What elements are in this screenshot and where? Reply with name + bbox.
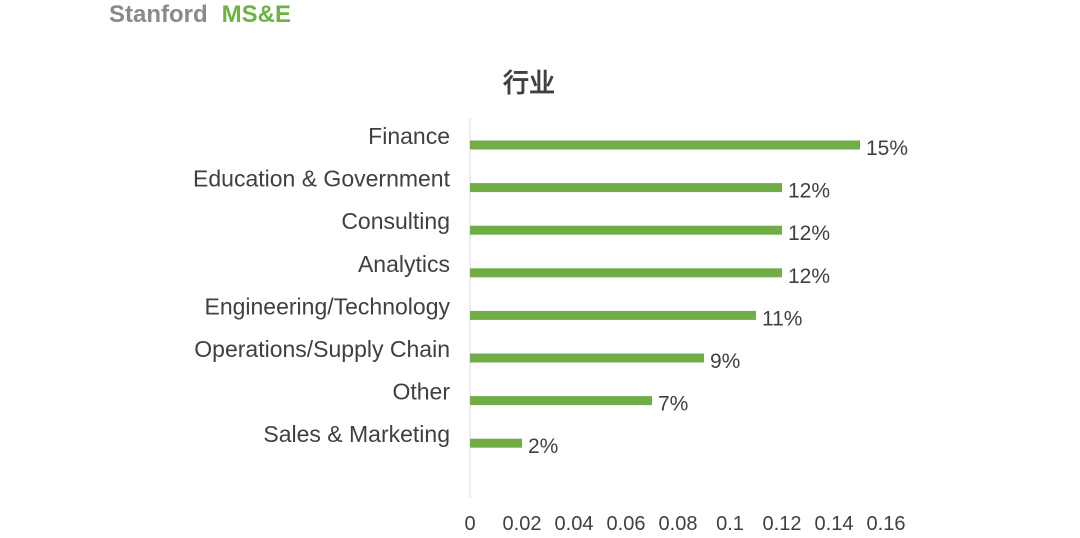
data-label: 12% (788, 265, 830, 288)
data-label: 7% (658, 393, 688, 416)
x-tick-label: 0.1 (716, 513, 744, 535)
bar-4 (470, 268, 782, 278)
category-label: Sales & Marketing (263, 421, 450, 447)
data-label: 9% (710, 350, 740, 373)
brand-mse: MS&E (221, 1, 292, 28)
bar-7 (470, 396, 652, 406)
category-label: Consulting (341, 208, 450, 234)
category-label: Engineering/Technology (204, 293, 450, 319)
data-labels: 15% 12% 12% 12% 11% 9% 7% 2% (528, 137, 908, 458)
x-tick-label: 0.12 (763, 513, 802, 535)
data-label: 15% (866, 137, 908, 160)
category-label: Education & Government (193, 166, 451, 192)
bars-layer (470, 140, 860, 448)
x-tick-label: 0.08 (659, 513, 698, 535)
x-tick-label: 0 (464, 513, 475, 535)
category-label: Other (392, 379, 450, 405)
bar-3 (470, 225, 782, 235)
x-tick-label: 0.04 (555, 513, 594, 535)
bar-8 (470, 438, 522, 448)
bar-1 (470, 140, 860, 150)
x-tick-label: 0.02 (503, 513, 542, 535)
data-label: 11% (762, 307, 802, 330)
bar-2 (470, 183, 782, 193)
category-label: Analytics (358, 251, 450, 277)
data-label: 12% (788, 222, 830, 245)
x-tick-label: 0.16 (867, 513, 906, 535)
data-label: 2% (528, 435, 558, 458)
category-label: Finance (368, 123, 450, 149)
brand-header: Stanford MS&E (109, 0, 291, 30)
data-label: 12% (788, 180, 830, 203)
x-axis-ticks: 0 0.02 0.04 0.06 0.08 0.1 0.12 0.14 0.16 (464, 513, 905, 535)
bar-5 (470, 310, 756, 320)
category-label: Operations/Supply Chain (194, 336, 450, 362)
x-tick-label: 0.06 (607, 513, 646, 535)
bar-6 (470, 353, 704, 363)
brand-stanford: Stanford (109, 1, 208, 28)
category-labels: Finance Education & Government Consulting A… (193, 123, 451, 447)
x-tick-label: 0.14 (815, 513, 854, 535)
chart-title: 行业 (502, 68, 555, 98)
